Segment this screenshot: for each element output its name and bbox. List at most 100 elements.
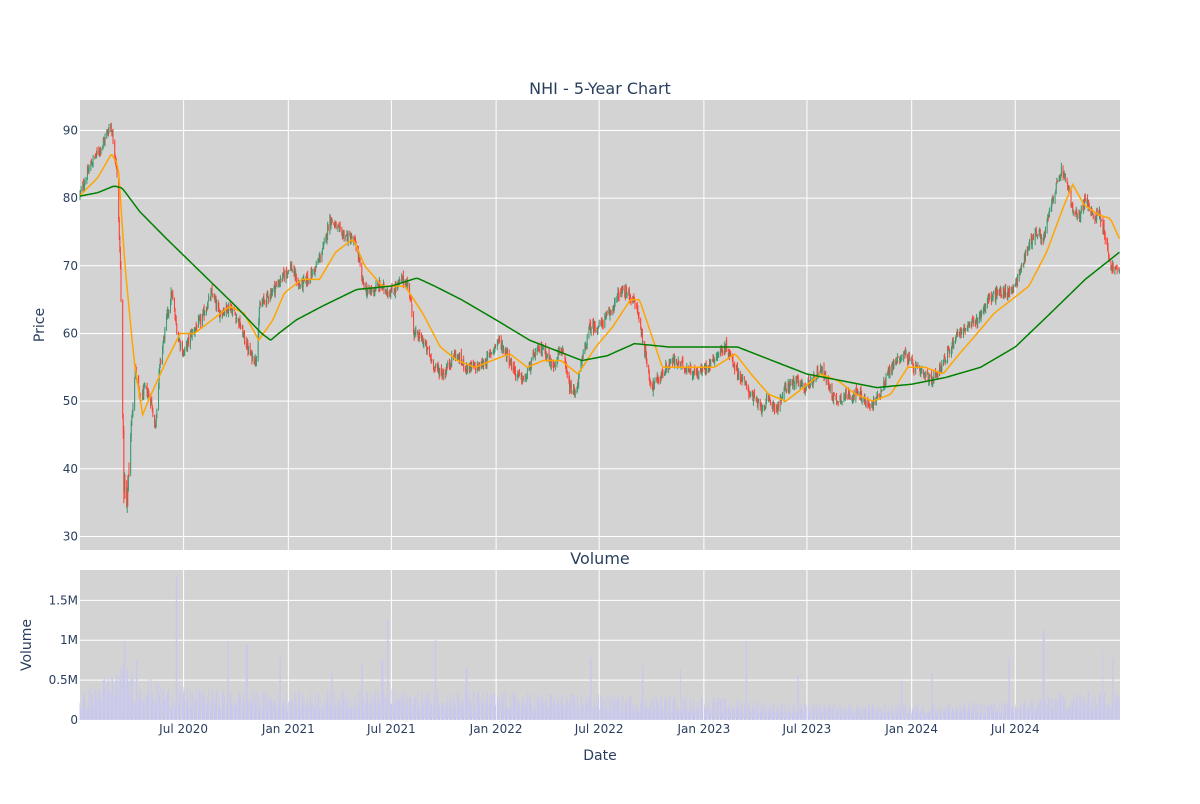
volume-bar (980, 711, 982, 720)
volume-bar (975, 703, 977, 720)
volume-bar (817, 704, 819, 720)
volume-bar (566, 699, 568, 720)
volume-bar (1075, 693, 1077, 720)
volume-bar (735, 709, 737, 720)
volume-bar (1075, 702, 1076, 720)
candle-body (658, 379, 660, 382)
volume-bar (593, 707, 594, 720)
candle-body (275, 283, 277, 285)
candle-body (1027, 246, 1029, 252)
candle-body (150, 399, 152, 406)
volume-bar (1036, 709, 1038, 720)
volume-bar (824, 703, 826, 720)
volume-bar (1027, 710, 1029, 720)
volume-bar (341, 689, 343, 720)
volume-bar (920, 711, 922, 720)
volume-bar (883, 703, 885, 720)
candle-body (294, 270, 296, 274)
candle-body (764, 406, 766, 409)
volume-bar (755, 705, 757, 720)
volume-bar (291, 698, 293, 720)
candle-body (880, 391, 882, 397)
volume-bar (1116, 696, 1118, 720)
volume-bar (334, 699, 336, 720)
volume-bar (223, 704, 225, 720)
volume-bar (1058, 695, 1060, 720)
volume-bar (221, 690, 223, 720)
volume-bar (198, 707, 200, 720)
candle-body (733, 366, 735, 368)
volume-bar (734, 710, 736, 720)
volume-bar (1100, 699, 1102, 720)
volume-bar (451, 708, 453, 720)
candle-body (1031, 241, 1033, 245)
volume-bar (985, 713, 987, 720)
volume-bar (625, 701, 627, 720)
candle-body (275, 284, 277, 288)
candle-body (887, 369, 889, 375)
candle-body (268, 297, 269, 300)
candle-body (195, 326, 197, 328)
volume-bar (250, 704, 252, 720)
volume-bar (577, 705, 579, 720)
candle-body (363, 278, 364, 284)
volume-bar (951, 713, 952, 720)
volume-bar (757, 713, 759, 720)
volume-bar (417, 708, 419, 720)
candle-body (493, 350, 495, 352)
volume-bar (433, 699, 434, 720)
volume-bar (1056, 701, 1058, 720)
volume-bar (1106, 707, 1108, 720)
candle-body (369, 290, 371, 293)
volume-bar (1021, 709, 1022, 720)
candle-body (442, 375, 444, 377)
volume-bar (508, 707, 510, 720)
candle-body (975, 319, 977, 322)
volume-bar (662, 710, 664, 720)
candle-body (330, 215, 331, 224)
volume-bar (907, 713, 909, 720)
volume-bar (319, 696, 321, 720)
volume-bar (586, 698, 588, 720)
candle-body (326, 233, 327, 240)
candle-body (735, 368, 737, 370)
candle-body (582, 356, 584, 359)
candle-body (477, 366, 479, 370)
volume-bar (110, 691, 112, 720)
candle-body (601, 319, 603, 324)
volume-bar (837, 713, 839, 720)
volume-bar (234, 704, 236, 720)
volume-bar (144, 693, 146, 720)
candle-body (998, 290, 1000, 296)
volume-bar (402, 690, 404, 720)
volume-bar (1048, 695, 1050, 720)
candle-body (377, 284, 379, 286)
candle-body (791, 381, 793, 385)
date-tick-label: Jul 2023 (781, 722, 831, 736)
candle-body (108, 127, 110, 133)
candle-body (624, 289, 626, 298)
candle-body (306, 277, 307, 285)
candle-body (825, 373, 827, 377)
candle-body (960, 327, 962, 329)
volume-bar (446, 695, 448, 720)
volume-bar (1118, 695, 1120, 720)
volume-bar (131, 702, 133, 720)
candle-body (323, 241, 325, 243)
candle-body (1043, 235, 1045, 242)
candle-body (1055, 183, 1057, 191)
volume-bar (984, 705, 986, 720)
candle-body (430, 357, 432, 362)
volume-bar (789, 704, 791, 720)
volume-bar (176, 576, 178, 720)
volume-bar (474, 709, 475, 720)
volume-bar (231, 701, 233, 720)
candle-body (817, 366, 819, 374)
volume-bar (621, 698, 623, 720)
volume-bar (660, 696, 662, 720)
candle-body (1015, 280, 1017, 282)
volume-bar (307, 696, 309, 720)
volume-bar (782, 702, 783, 720)
candle-body (843, 396, 845, 402)
volume-bar (437, 692, 438, 720)
